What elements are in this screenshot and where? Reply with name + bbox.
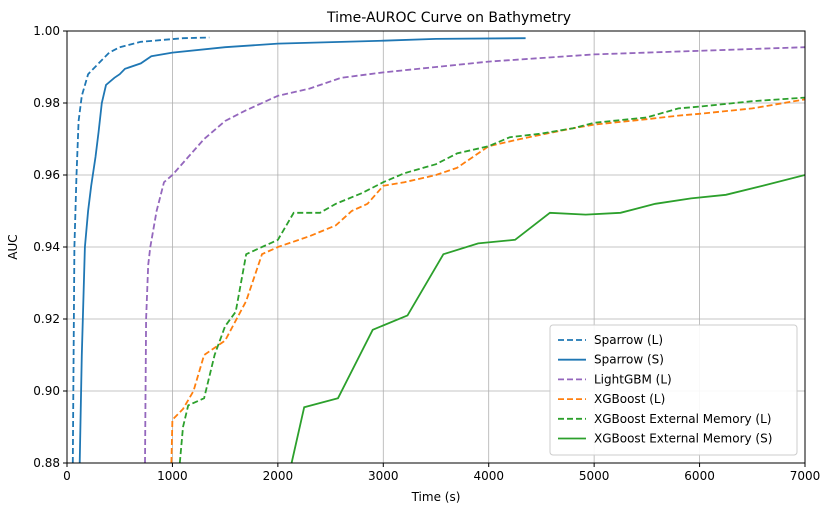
legend-label: LightGBM (L) [594,372,672,386]
plot-lines [71,36,805,463]
x-tick-label: 0 [63,469,71,483]
x-tick-label: 5000 [579,469,610,483]
series-line-4 [170,98,805,463]
y-tick-label: 0.88 [33,456,60,470]
x-tick-label: 1000 [157,469,188,483]
legend-label: XGBoost (L) [594,392,665,406]
y-tick-label: 1.00 [33,24,60,38]
legend-box [549,324,798,456]
x-tick-label: 7000 [790,469,821,483]
y-axis-label: AUC [6,234,20,259]
x-tick-label: 6000 [684,469,715,483]
x-axis-label: Time (s) [411,490,461,504]
x-tick-label: 2000 [263,469,294,483]
y-tick-label: 0.92 [33,312,60,326]
y-tick-label: 0.98 [33,96,60,110]
series-line-6 [290,174,805,463]
series-line-5 [178,96,805,463]
y-tick-label: 0.96 [33,168,60,182]
series-line-3 [144,46,805,463]
legend-label: XGBoost External Memory (S) [594,432,772,446]
x-tick-label: 3000 [368,469,399,483]
x-axis-ticks: 0 1000 2000 3000 4000 5000 6000 7000 [63,463,820,483]
legend-label: XGBoost External Memory (L) [594,412,771,426]
series-line-1 [71,36,210,463]
y-axis-ticks: 0.88 0.90 0.92 0.94 0.96 0.98 1.00 [33,24,67,470]
legend: Sparrow (L) Sparrow (S) LightGBM (L) XGBoos… [549,324,798,456]
y-tick-label: 0.94 [33,240,60,254]
x-tick-label: 4000 [473,469,504,483]
legend-label: Sparrow (S) [594,353,664,367]
legend-label: Sparrow (L) [594,333,663,347]
y-tick-label: 0.90 [33,384,60,398]
series-line-2 [78,37,526,463]
chart-title: Time-AUROC Curve on Bathymetry [326,10,571,26]
